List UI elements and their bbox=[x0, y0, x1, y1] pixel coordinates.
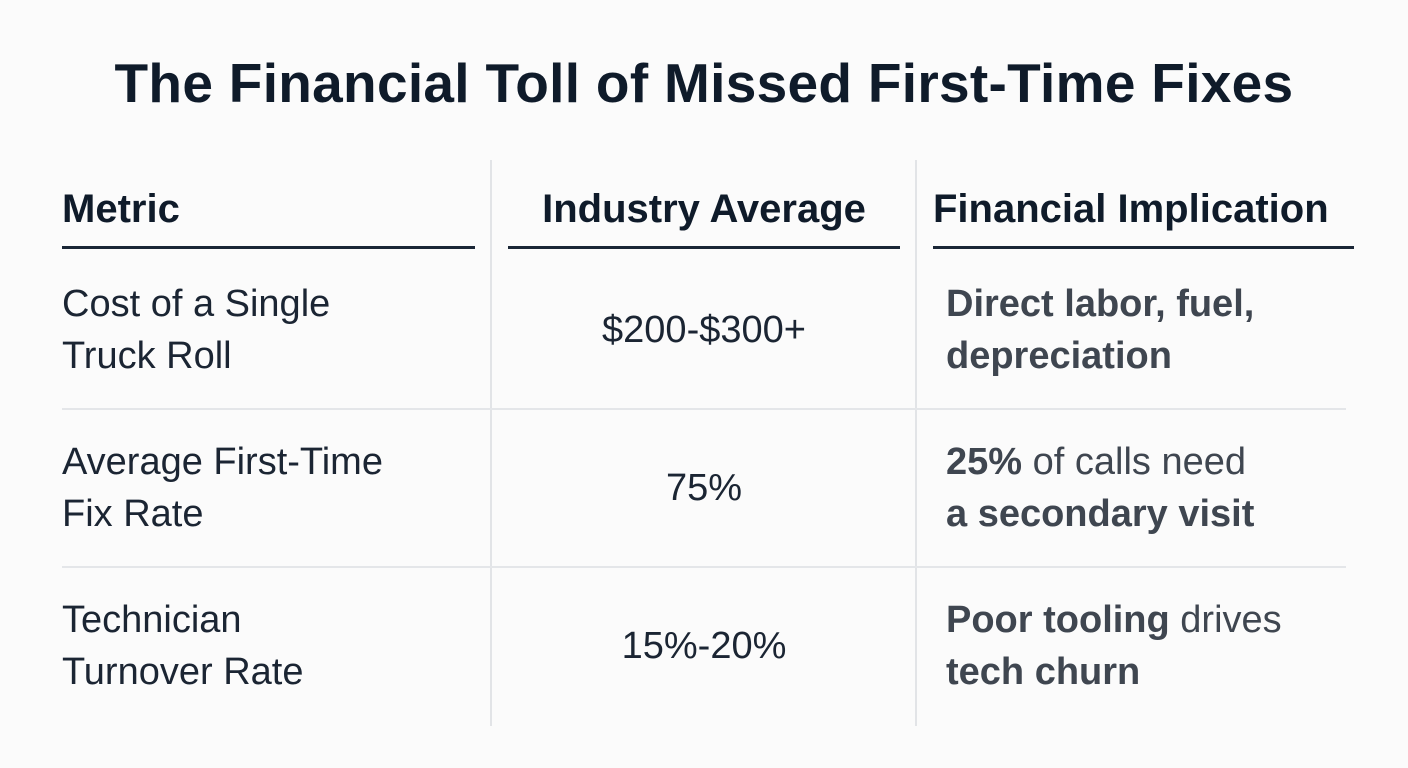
column-divider bbox=[490, 160, 492, 726]
header-rule bbox=[508, 246, 900, 249]
implication-text: depreciation bbox=[946, 335, 1172, 377]
implication-line: 25% of calls need bbox=[946, 436, 1346, 488]
implication-text: of calls need bbox=[1022, 441, 1246, 483]
table-row-2-average: 75% bbox=[665, 467, 743, 509]
row-divider bbox=[62, 408, 1346, 410]
implication-text: 25% bbox=[946, 441, 1023, 483]
table-row-2-metric: Average First-Time Fix Rate bbox=[62, 436, 482, 540]
table-row-1-implication: Direct labor, fuel, depreciation bbox=[946, 278, 1346, 382]
implication-text: Direct labor, fuel, bbox=[946, 283, 1255, 325]
metric-line: Average First-Time bbox=[62, 441, 383, 483]
implication-line: tech churn bbox=[946, 646, 1346, 698]
header-metric: Metric bbox=[62, 187, 180, 231]
implication-line: Direct labor, fuel, bbox=[946, 278, 1346, 330]
column-divider bbox=[915, 160, 917, 726]
table-row-1-average: $200-$300+ bbox=[602, 309, 806, 351]
implication-line: Poor tooling drives bbox=[946, 594, 1346, 646]
metric-line: Cost of a Single bbox=[62, 283, 331, 325]
implication-line: a secondary visit bbox=[946, 488, 1346, 540]
header-rule bbox=[62, 246, 475, 249]
row-divider bbox=[62, 566, 1346, 568]
header-financial-implication: Financial Implication bbox=[933, 187, 1329, 231]
metric-line: Technician bbox=[62, 599, 242, 641]
implication-text: drives bbox=[1169, 599, 1282, 641]
implication-text: tech churn bbox=[946, 651, 1141, 693]
table-row-3-implication: Poor tooling drives tech churn bbox=[946, 594, 1346, 698]
table-row-1-metric: Cost of a Single Truck Roll bbox=[62, 278, 482, 382]
header-rule bbox=[933, 246, 1354, 249]
header-industry-average: Industry Average bbox=[542, 187, 866, 231]
metric-line: Turnover Rate bbox=[62, 651, 304, 693]
implication-text: a secondary visit bbox=[946, 493, 1255, 535]
implication-line: depreciation bbox=[946, 330, 1346, 382]
metric-line: Truck Roll bbox=[62, 335, 232, 377]
table-row-3-average: 15%-20% bbox=[621, 625, 787, 667]
page-title: The Financial Toll of Missed First-Time … bbox=[114, 52, 1294, 114]
metric-line: Fix Rate bbox=[62, 493, 204, 535]
table-row-3-metric: Technician Turnover Rate bbox=[62, 594, 482, 698]
table-row-2-implication: 25% of calls need a secondary visit bbox=[946, 436, 1346, 540]
implication-text: Poor tooling bbox=[946, 599, 1170, 641]
